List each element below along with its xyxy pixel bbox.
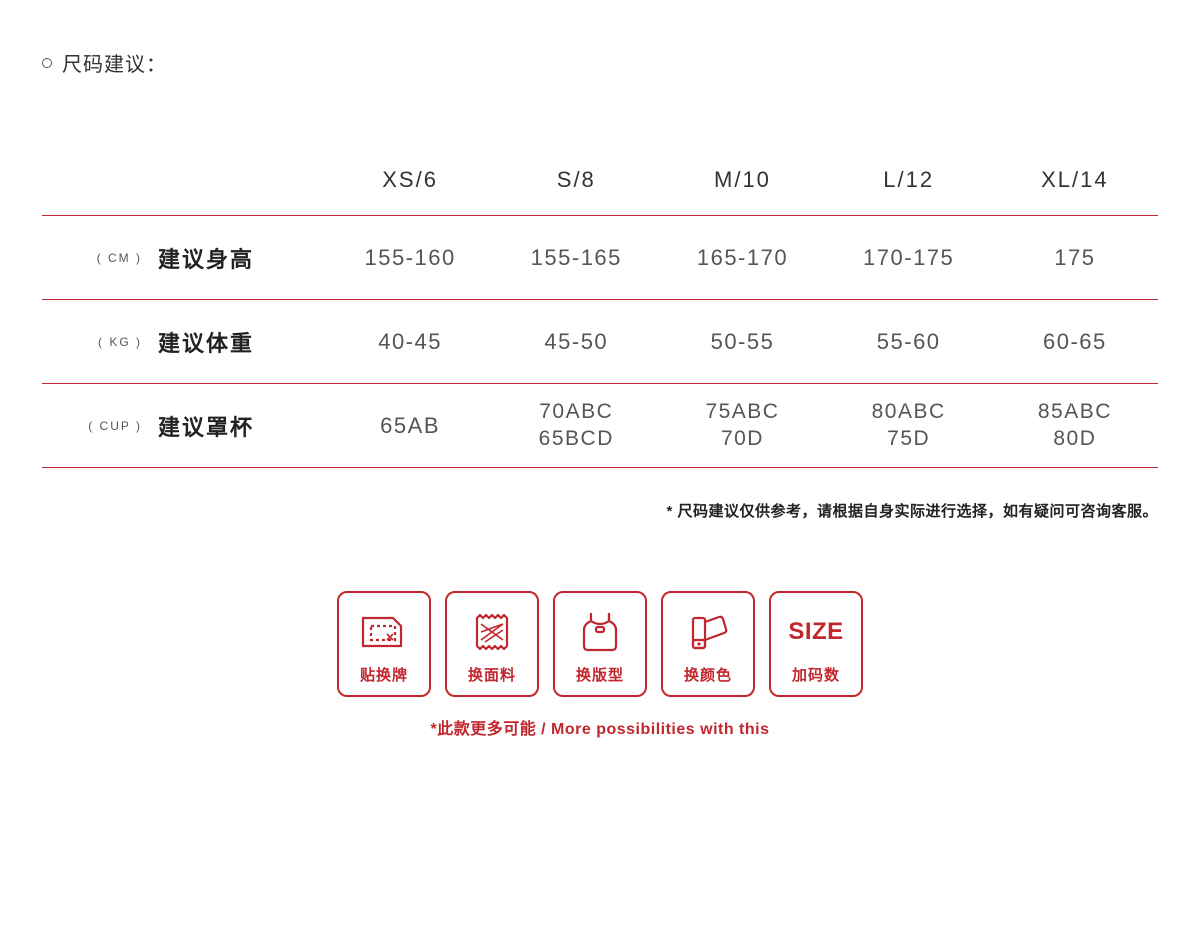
col-header: L/12	[826, 167, 992, 216]
table-row: ( CM )建议身高155-160155-165165-170170-17517…	[42, 216, 1158, 300]
cell: 50-55	[659, 300, 825, 384]
row-unit: ( CM )	[42, 216, 152, 300]
caption: *此款更多可能 / More possibilities with this	[42, 715, 1158, 739]
bullet-icon	[42, 58, 52, 68]
cell: 175	[992, 216, 1158, 300]
cell: 155-160	[327, 216, 493, 300]
badge-fabric: 换面料	[445, 591, 539, 697]
cell: 55-60	[826, 300, 992, 384]
badge-tag: 贴换牌	[337, 591, 431, 697]
cell: 60-65	[992, 300, 1158, 384]
section-title-row: 尺码建议：	[42, 48, 1158, 77]
col-header: XS/6	[327, 167, 493, 216]
col-header: S/8	[493, 167, 659, 216]
fabric-icon	[462, 606, 522, 658]
badge-label: 换版型	[576, 664, 624, 685]
section-title: 尺码建议：	[62, 48, 167, 77]
cell: 155-165	[493, 216, 659, 300]
cell: 65AB	[327, 384, 493, 468]
cell: 75ABC70D	[659, 384, 825, 468]
tank-icon	[570, 606, 630, 658]
badge-tank: 换版型	[553, 591, 647, 697]
cell: 70ABC65BCD	[493, 384, 659, 468]
size-table: XS/6 S/8 M/10 L/12 XL/14 ( CM )建议身高155-1…	[42, 167, 1158, 468]
cell: 40-45	[327, 300, 493, 384]
table-row: ( CUP )建议罩杯65AB70ABC65BCD75ABC70D80ABC75…	[42, 384, 1158, 468]
cell: 165-170	[659, 216, 825, 300]
col-header: XL/14	[992, 167, 1158, 216]
cell: 80ABC75D	[826, 384, 992, 468]
badge-label: 换面料	[468, 664, 516, 685]
cell: 45-50	[493, 300, 659, 384]
badge-size: SIZE 加码数	[769, 591, 863, 697]
row-label: 建议身高	[152, 216, 327, 300]
size-icon: SIZE	[786, 606, 846, 658]
badge-label: 贴换牌	[360, 664, 408, 685]
badge-palette: 换颜色	[661, 591, 755, 697]
cell: 85ABC80D	[992, 384, 1158, 468]
palette-icon	[678, 606, 738, 658]
row-unit: ( CUP )	[42, 384, 152, 468]
cell: 170-175	[826, 216, 992, 300]
table-row: ( KG )建议体重40-4545-5050-5555-6060-65	[42, 300, 1158, 384]
row-label: 建议罩杯	[152, 384, 327, 468]
badge-row: 贴换牌 换面料 换版型	[42, 591, 1158, 697]
footnote: * 尺码建议仅供参考，请根据自身实际进行选择，如有疑问可咨询客服。	[42, 500, 1158, 521]
badge-label: 换颜色	[684, 664, 732, 685]
row-label: 建议体重	[152, 300, 327, 384]
size-text: SIZE	[788, 618, 843, 646]
tag-icon	[354, 606, 414, 658]
table-header-row: XS/6 S/8 M/10 L/12 XL/14	[42, 167, 1158, 216]
row-unit: ( KG )	[42, 300, 152, 384]
col-header: M/10	[659, 167, 825, 216]
badge-label: 加码数	[792, 664, 840, 685]
